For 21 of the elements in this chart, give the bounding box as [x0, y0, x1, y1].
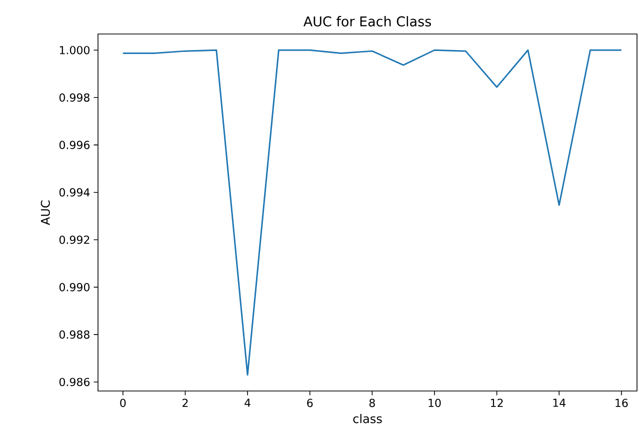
x-tick-label: 2: [182, 398, 188, 407]
x-tick-label: 8: [369, 398, 375, 408]
x-tick-label: 12: [491, 398, 503, 407]
x-tick-label: 10: [428, 398, 441, 408]
x-tick-label: 4: [244, 398, 250, 407]
y-tick-label: 0.988: [59, 330, 90, 339]
x-axis-title: class: [353, 414, 382, 424]
line-series: [122, 49, 622, 376]
y-axis-title: AUC: [40, 200, 50, 226]
y-tick-label: 0.986: [59, 378, 90, 386]
y-tick-label: 0.992: [59, 236, 90, 244]
y-tick-label: 0.994: [59, 188, 90, 197]
x-tick-label: 0: [120, 398, 126, 408]
y-tick-label: 0.990: [59, 283, 90, 292]
y-tick-label: 0.996: [59, 140, 90, 150]
y-tick-label: 0.998: [59, 93, 90, 102]
y-tick-label: 1.000: [60, 46, 90, 54]
x-tick-label: 14: [553, 398, 566, 407]
x-tick-label: 6: [307, 398, 313, 408]
chart-title: AUC for Each Class: [303, 16, 431, 26]
x-tick-label: 16: [616, 398, 628, 408]
